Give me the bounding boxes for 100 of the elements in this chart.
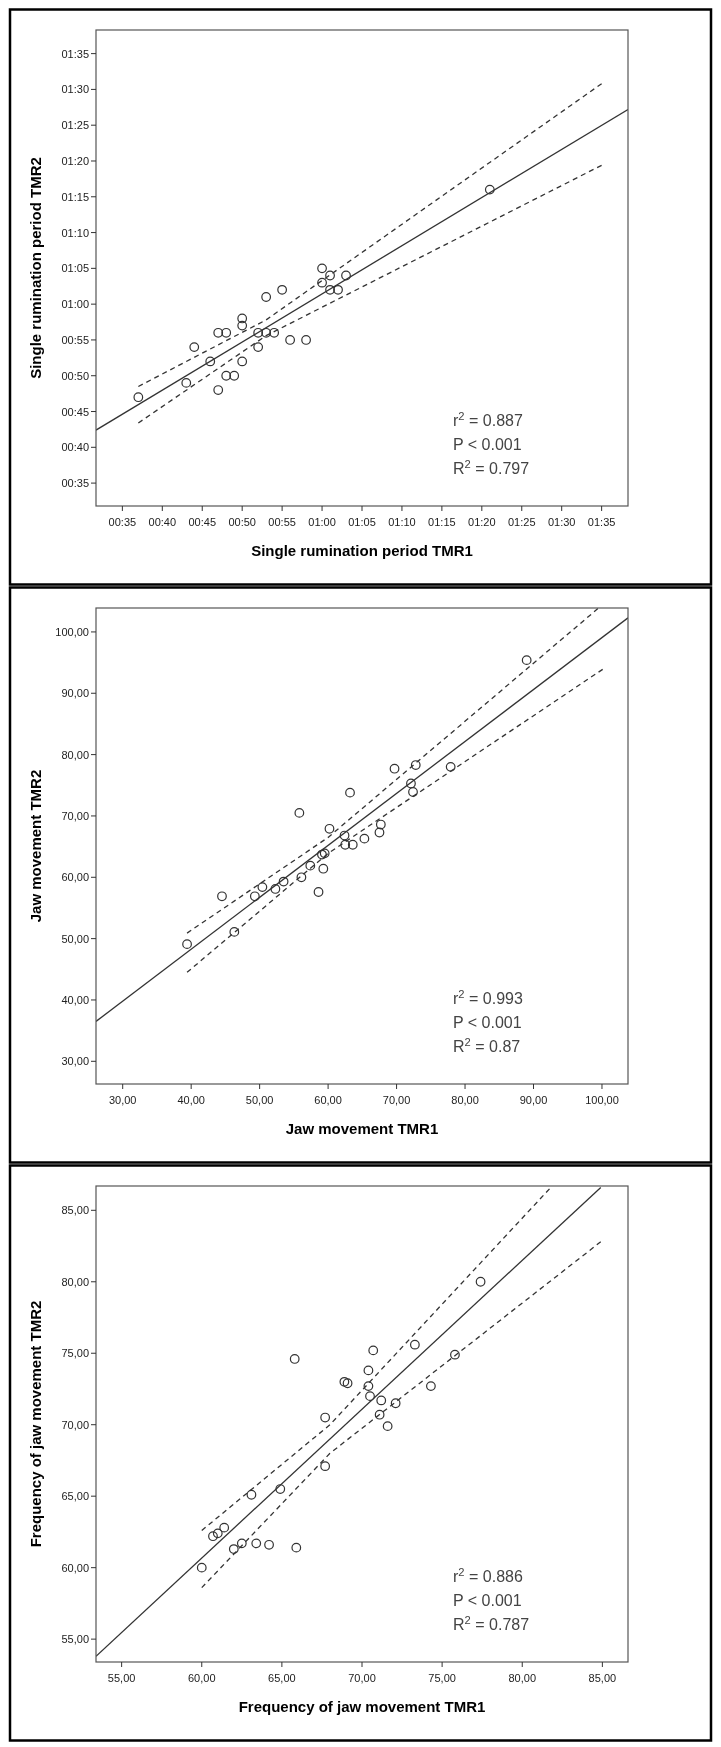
x-tick-label: 00:35 <box>108 516 137 528</box>
annotation: R$^{2}$ = 0.797 <box>453 458 530 477</box>
point <box>294 807 305 818</box>
y-tick-label: 00:45 <box>61 405 89 418</box>
point <box>374 1409 385 1420</box>
y-tick-label: 40,00 <box>61 993 89 1006</box>
annotation: r$^{2}$ = 0.887 <box>453 410 523 429</box>
point <box>333 284 343 295</box>
y-tick-label: 01:00 <box>61 298 89 311</box>
y-tick-label: 01:10 <box>61 226 89 239</box>
y-tick-label: 00:35 <box>61 477 89 490</box>
y-tick-label: 60,00 <box>61 871 89 884</box>
point <box>374 827 385 838</box>
x-tick-label: 50,00 <box>245 1094 274 1106</box>
point <box>324 823 335 834</box>
x-tick-label: 01:25 <box>507 516 536 528</box>
point <box>317 277 327 288</box>
x-tick-label: 100,00 <box>585 1094 619 1106</box>
point <box>347 839 358 850</box>
point <box>291 1542 302 1553</box>
point <box>340 839 351 850</box>
x-tick-label: 90,00 <box>519 1094 548 1106</box>
point <box>237 356 248 367</box>
annotation: r$^{2}$ = 0.993 <box>453 988 523 1007</box>
annotation: r$^{2}$ = 0.886 <box>453 1566 523 1585</box>
point <box>318 863 329 874</box>
point <box>213 327 224 338</box>
annotation: R$^{2}$ = 0.87 <box>453 1036 521 1055</box>
x-axis-title: Single rumination period TMR1 <box>251 542 473 559</box>
x-tick-label: 70,00 <box>382 1094 411 1106</box>
point <box>229 370 240 381</box>
point <box>228 1544 239 1554</box>
point <box>296 872 307 883</box>
annotation: R$^{2}$ = 0.787 <box>453 1614 530 1633</box>
point <box>181 377 192 388</box>
x-tick-label: 01:15 <box>428 516 456 528</box>
point <box>253 342 264 352</box>
point <box>237 320 248 331</box>
y-tick-label: 85,00 <box>61 1204 89 1217</box>
point <box>345 787 355 798</box>
point <box>264 1539 274 1550</box>
point <box>182 939 192 950</box>
x-axis-title: Frequency of jaw movement TMR1 <box>238 1698 486 1715</box>
point <box>217 891 227 902</box>
point <box>339 830 350 841</box>
x-tick-label: 60,00 <box>314 1094 342 1106</box>
point <box>219 1522 230 1533</box>
point <box>484 184 495 195</box>
point <box>376 1395 387 1406</box>
point <box>445 761 456 772</box>
y-tick-label: 90,00 <box>61 687 89 700</box>
point <box>313 887 324 897</box>
y-tick-label: 100,00 <box>55 625 89 638</box>
point <box>253 327 264 338</box>
point <box>249 891 260 902</box>
point <box>251 1538 262 1549</box>
x-tick-label: 65,00 <box>268 1672 296 1684</box>
y-tick-label: 01:15 <box>61 190 89 203</box>
y-tick-label: 01:05 <box>61 262 89 275</box>
annotation: P < 0.001 <box>453 436 522 453</box>
point <box>325 270 335 281</box>
annotation: P < 0.001 <box>453 1592 522 1609</box>
point <box>521 655 532 666</box>
point <box>363 1365 374 1376</box>
y-tick-label: 70,00 <box>61 1418 89 1431</box>
point <box>409 1339 420 1350</box>
annotation: P < 0.001 <box>453 1014 522 1031</box>
point <box>341 270 351 281</box>
y-tick-label: 01:25 <box>61 119 89 132</box>
point <box>212 1528 223 1539</box>
x-tick-label: 01:35 <box>587 516 616 528</box>
y-tick-label: 65,00 <box>61 1490 89 1503</box>
point <box>275 1484 286 1494</box>
y-tick-label: 55,00 <box>61 1633 89 1646</box>
x-tick-label: 00:50 <box>228 516 256 528</box>
point <box>289 1354 300 1364</box>
point <box>213 385 224 395</box>
point <box>390 1398 401 1409</box>
point <box>320 1412 331 1423</box>
y-tick-label: 00:50 <box>61 369 89 382</box>
point <box>450 1349 460 1360</box>
y-tick-label: 75,00 <box>61 1347 89 1360</box>
y-tick-label: 00:55 <box>61 333 89 346</box>
y-tick-label: 80,00 <box>61 748 89 761</box>
x-tick-label: 60,00 <box>187 1672 216 1684</box>
point <box>269 327 280 338</box>
x-tick-label: 70,00 <box>348 1672 376 1684</box>
x-tick-label: 01:10 <box>388 516 416 528</box>
point <box>221 370 232 381</box>
x-tick-label: 55,00 <box>107 1672 136 1684</box>
y-tick-label: 80,00 <box>61 1275 89 1288</box>
point <box>277 284 288 295</box>
point <box>189 342 200 352</box>
y-tick-label: 00:40 <box>61 441 89 454</box>
point <box>359 833 370 844</box>
point <box>229 926 240 937</box>
point <box>196 1562 207 1573</box>
x-tick-label: 30,00 <box>108 1094 137 1106</box>
x-tick-label: 00:55 <box>268 516 296 528</box>
point <box>325 284 335 295</box>
